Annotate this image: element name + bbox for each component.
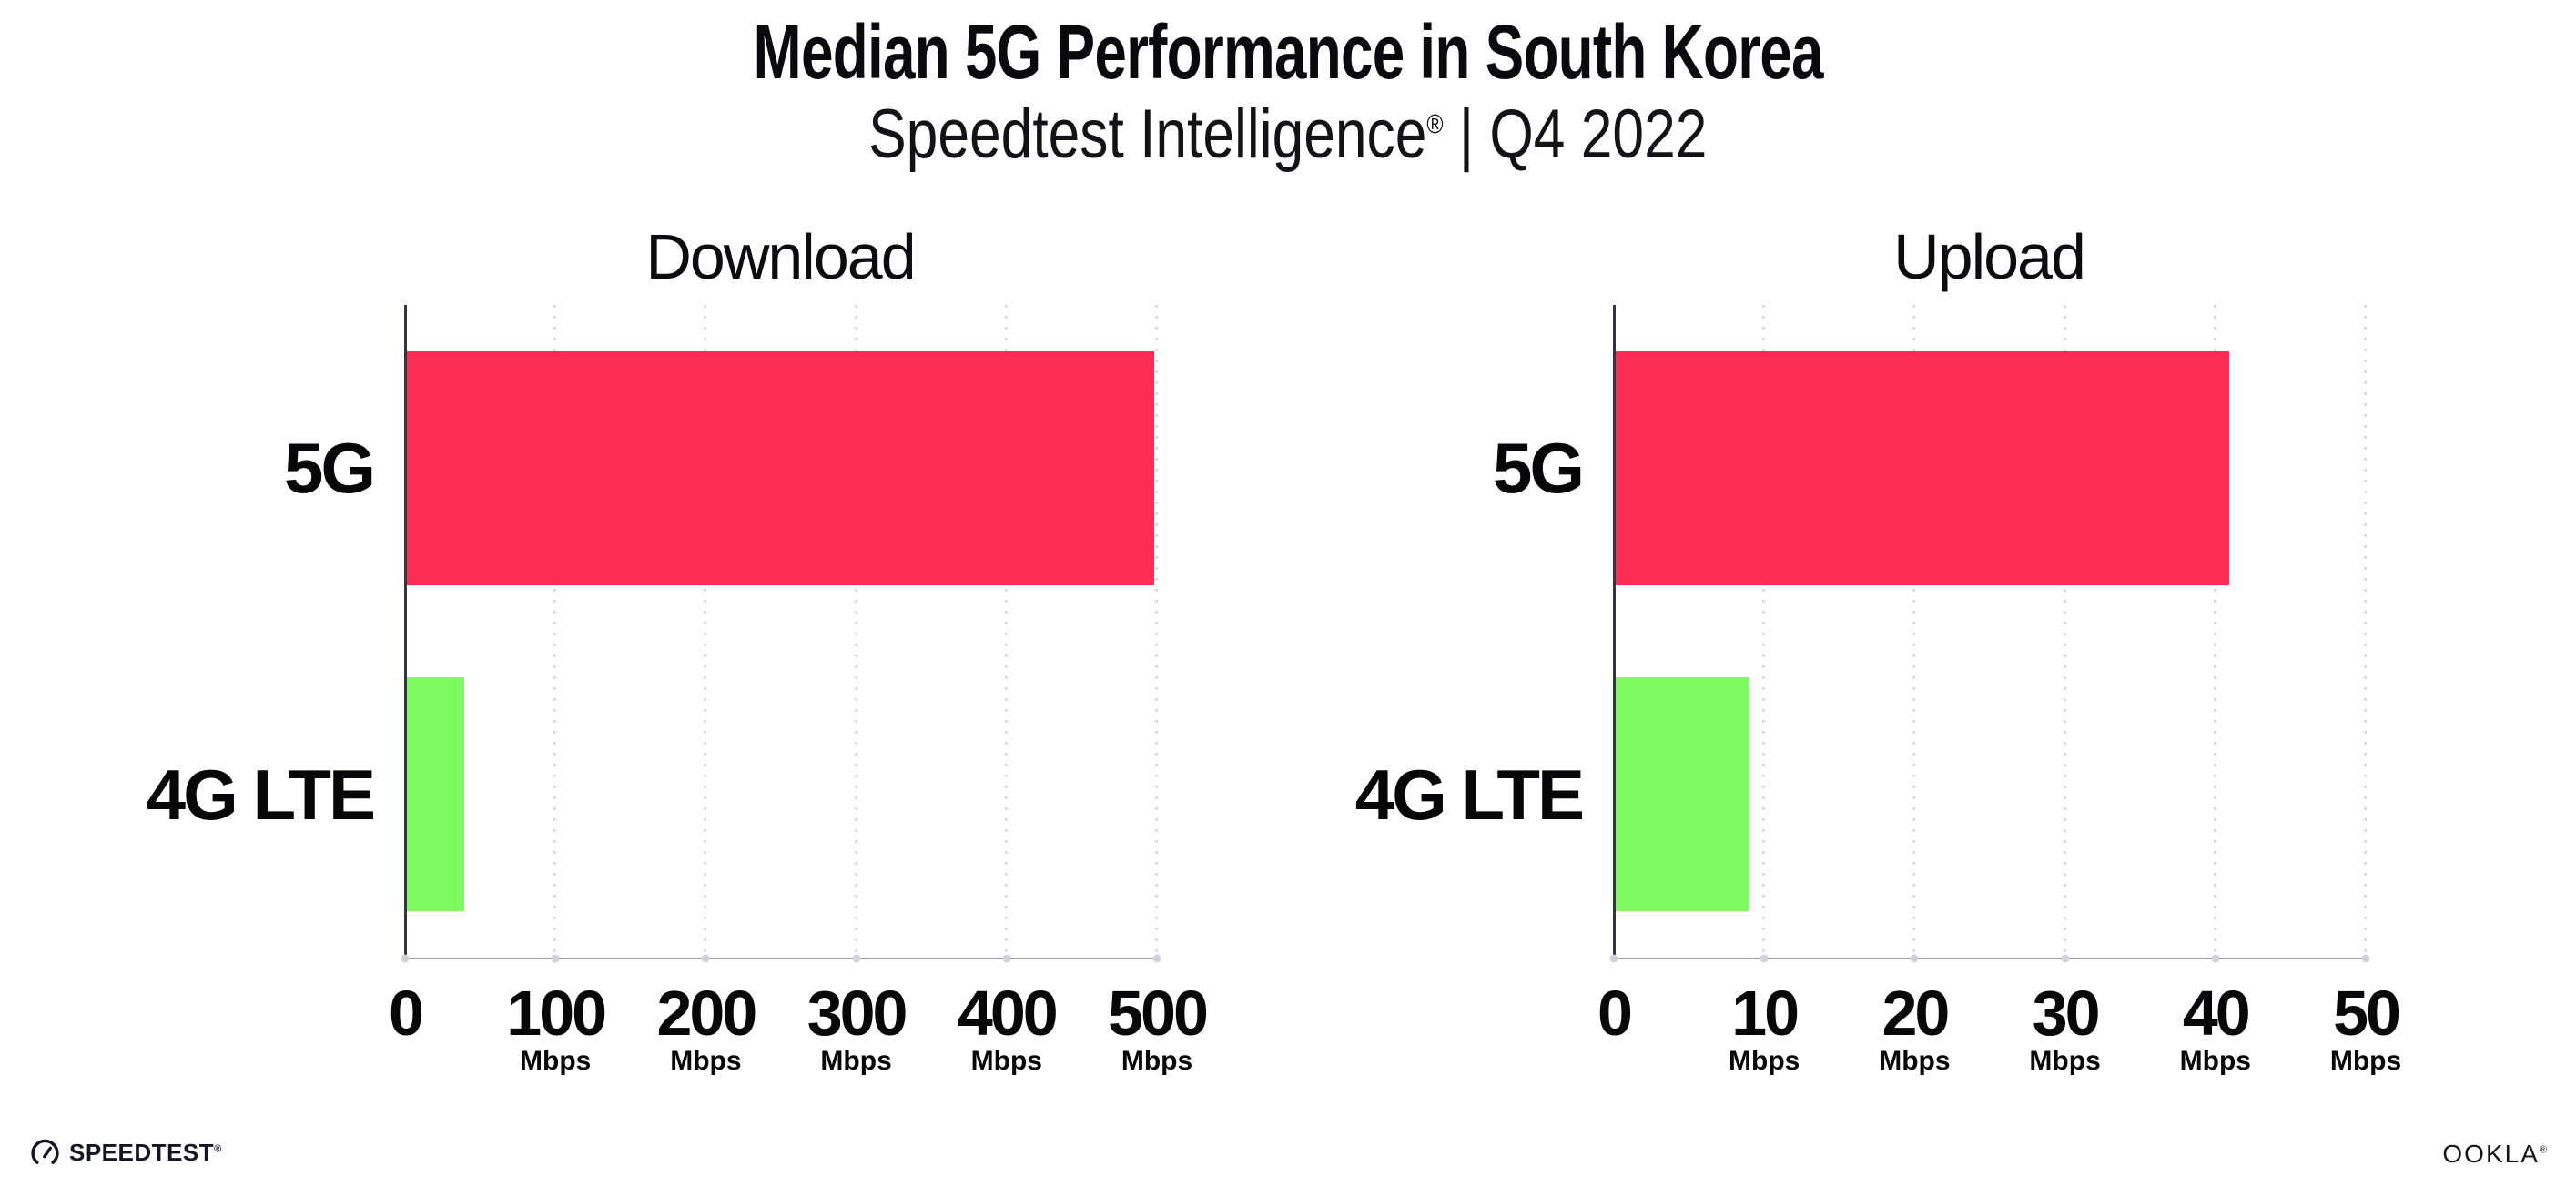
axis-tick-dot-300 xyxy=(852,954,861,963)
x-tick-label-100: 100 xyxy=(506,978,607,1049)
ookla-logo: OOKLA® xyxy=(2442,1140,2547,1169)
gridline-300 xyxy=(854,305,857,958)
plot-area-upload xyxy=(1613,305,2367,958)
subtitle-brand: Speedtest Intelligence xyxy=(868,96,1427,173)
x-tick-unit-200: Mbps xyxy=(670,1046,742,1076)
axis-tick-dot-50 xyxy=(2361,954,2370,963)
axis-tick-dot-20 xyxy=(1910,954,1919,963)
ookla-reg-mark: ® xyxy=(2539,1144,2547,1156)
x-tick-label-500: 500 xyxy=(1108,978,1209,1049)
x-tick-unit-40: Mbps xyxy=(2179,1046,2251,1076)
gridline-50 xyxy=(2364,305,2367,958)
subtitle-period: | Q4 2022 xyxy=(1443,96,1708,173)
x-tick-label-50: 50 xyxy=(2333,978,2401,1049)
header: Median 5G Performance in South Korea xyxy=(0,13,2576,91)
x-tick-unit-30: Mbps xyxy=(2029,1046,2101,1076)
x-tick-unit-400: Mbps xyxy=(970,1046,1042,1076)
axis-tick-dot-0 xyxy=(401,954,410,963)
x-tick-unit-500: Mbps xyxy=(1121,1046,1193,1076)
x-tick-unit-100: Mbps xyxy=(520,1046,592,1076)
chart-title-download: Download xyxy=(645,221,916,292)
x-tick-label-200: 200 xyxy=(656,978,757,1049)
x-tick-unit-300: Mbps xyxy=(820,1046,892,1076)
x-axis-line xyxy=(404,958,1156,959)
ookla-wordmark: OOKLA xyxy=(2442,1140,2540,1168)
gridline-500 xyxy=(1155,305,1158,958)
page-title: Median 5G Performance in South Korea xyxy=(753,9,1823,95)
bar-5g xyxy=(1616,350,2230,585)
speedtest-wordmark: SPEEDTEST® xyxy=(69,1139,222,1166)
plot-area-download xyxy=(404,305,1158,958)
category-label-5g: 5G xyxy=(283,428,376,509)
category-label-4g-lte: 4G LTE xyxy=(146,754,376,835)
bar-4g-lte xyxy=(407,677,465,912)
axis-tick-dot-200 xyxy=(701,954,710,963)
x-tick-unit-50: Mbps xyxy=(2329,1046,2402,1076)
y-axis-line xyxy=(404,305,407,958)
x-tick-label-10: 10 xyxy=(1731,978,1800,1049)
chart-title-upload: Upload xyxy=(1893,221,2086,292)
registered-mark: ® xyxy=(1426,109,1444,140)
x-tick-label-20: 20 xyxy=(1881,978,1950,1049)
x-axis-line xyxy=(1613,958,2365,959)
bar-4g-lte xyxy=(1616,677,1749,912)
gridline-10 xyxy=(1762,305,1766,958)
axis-tick-dot-500 xyxy=(1152,954,1161,963)
speedtest-gauge-icon xyxy=(30,1138,60,1168)
gridline-40 xyxy=(2213,305,2216,958)
y-axis-line xyxy=(1613,305,1616,958)
subtitle-row: Speedtest Intelligence® | Q4 2022 xyxy=(0,96,2576,173)
axis-tick-dot-400 xyxy=(1002,954,1011,963)
gridline-400 xyxy=(1004,305,1008,958)
category-label-4g-lte: 4G LTE xyxy=(1354,754,1585,835)
x-tick-label-400: 400 xyxy=(957,978,1059,1049)
gridline-100 xyxy=(553,305,557,958)
x-tick-unit-20: Mbps xyxy=(1879,1046,1951,1076)
gridline-30 xyxy=(2063,305,2066,958)
page-subtitle: Speedtest Intelligence® | Q4 2022 xyxy=(868,96,1707,173)
x-tick-label-40: 40 xyxy=(2182,978,2251,1049)
category-label-5g: 5G xyxy=(1492,428,1585,509)
axis-tick-dot-30 xyxy=(2061,954,2070,963)
speedtest-logo: SPEEDTEST® xyxy=(30,1138,222,1168)
gridline-200 xyxy=(704,305,707,958)
x-tick-label-300: 300 xyxy=(806,978,908,1049)
x-tick-unit-10: Mbps xyxy=(1729,1046,1800,1076)
axis-tick-dot-100 xyxy=(551,954,560,963)
x-tick-label-0: 0 xyxy=(1597,978,1633,1049)
x-tick-label-30: 30 xyxy=(2032,978,2101,1049)
gridline-20 xyxy=(1912,305,1916,958)
axis-tick-dot-10 xyxy=(1760,954,1769,963)
axis-tick-dot-40 xyxy=(2211,954,2220,963)
axis-tick-dot-0 xyxy=(1609,954,1618,963)
x-tick-label-0: 0 xyxy=(389,978,424,1049)
bar-5g xyxy=(407,350,1155,585)
speedtest-reg-mark: ® xyxy=(214,1143,222,1155)
